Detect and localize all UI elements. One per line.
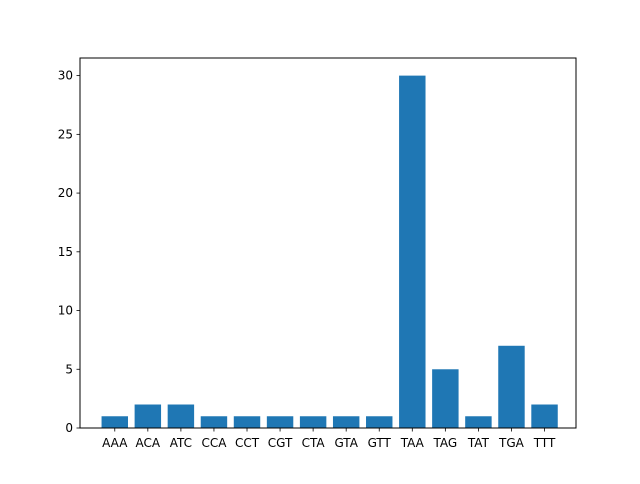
x-tick-label-gtt: GTT	[368, 436, 392, 450]
bar-gta	[332, 416, 360, 428]
y-tick-label: 5	[65, 362, 73, 376]
y-tick-label: 20	[58, 186, 73, 200]
x-axis: AAA ACA ATC CCA CCT CGT CTA GTA GTT TAA TAG TAT TGA T…	[102, 428, 556, 450]
y-tick-label: 10	[58, 304, 73, 318]
x-tick-label-aca: ACA	[136, 436, 161, 450]
bar-ttt	[531, 404, 558, 428]
bars-group	[101, 75, 558, 428]
y-tick-label: 0	[65, 421, 73, 435]
y-axis: 0 5 10 15 20 25 30	[58, 69, 80, 435]
x-tick-label-atc: ATC	[170, 436, 192, 450]
plot-area-frame	[79, 57, 577, 429]
bar-gtt	[366, 416, 393, 428]
bar-tga	[498, 345, 525, 428]
bar-cgt	[266, 416, 294, 428]
bar-taa	[399, 75, 426, 428]
x-tick-label-tat: TAT	[467, 436, 490, 450]
bar-aca	[134, 404, 162, 428]
bar-cct	[233, 416, 261, 428]
x-tick-label-taa: TAA	[400, 436, 425, 450]
bar-tat	[465, 416, 492, 428]
x-tick-label-tga: TGA	[498, 436, 525, 450]
y-tick-label: 30	[58, 69, 73, 83]
y-tick-label: 15	[58, 245, 73, 259]
x-tick-label-aaa: AAA	[102, 436, 128, 450]
x-tick-label-cca: CCA	[201, 436, 227, 450]
y-tick-label: 25	[58, 127, 73, 141]
x-tick-label-cgt: CGT	[268, 436, 293, 450]
bar-cta	[299, 416, 327, 428]
x-tick-label-tag: TAG	[433, 436, 458, 450]
x-tick-label-ttt: TTT	[533, 436, 556, 450]
x-tick-label-gta: GTA	[334, 436, 358, 450]
bar-cca	[200, 416, 228, 428]
bar-tag	[432, 369, 459, 428]
x-tick-label-cct: CCT	[235, 436, 260, 450]
x-tick-label-cta: CTA	[302, 436, 326, 450]
bar-aaa	[101, 416, 128, 428]
bar-atc	[167, 404, 195, 428]
